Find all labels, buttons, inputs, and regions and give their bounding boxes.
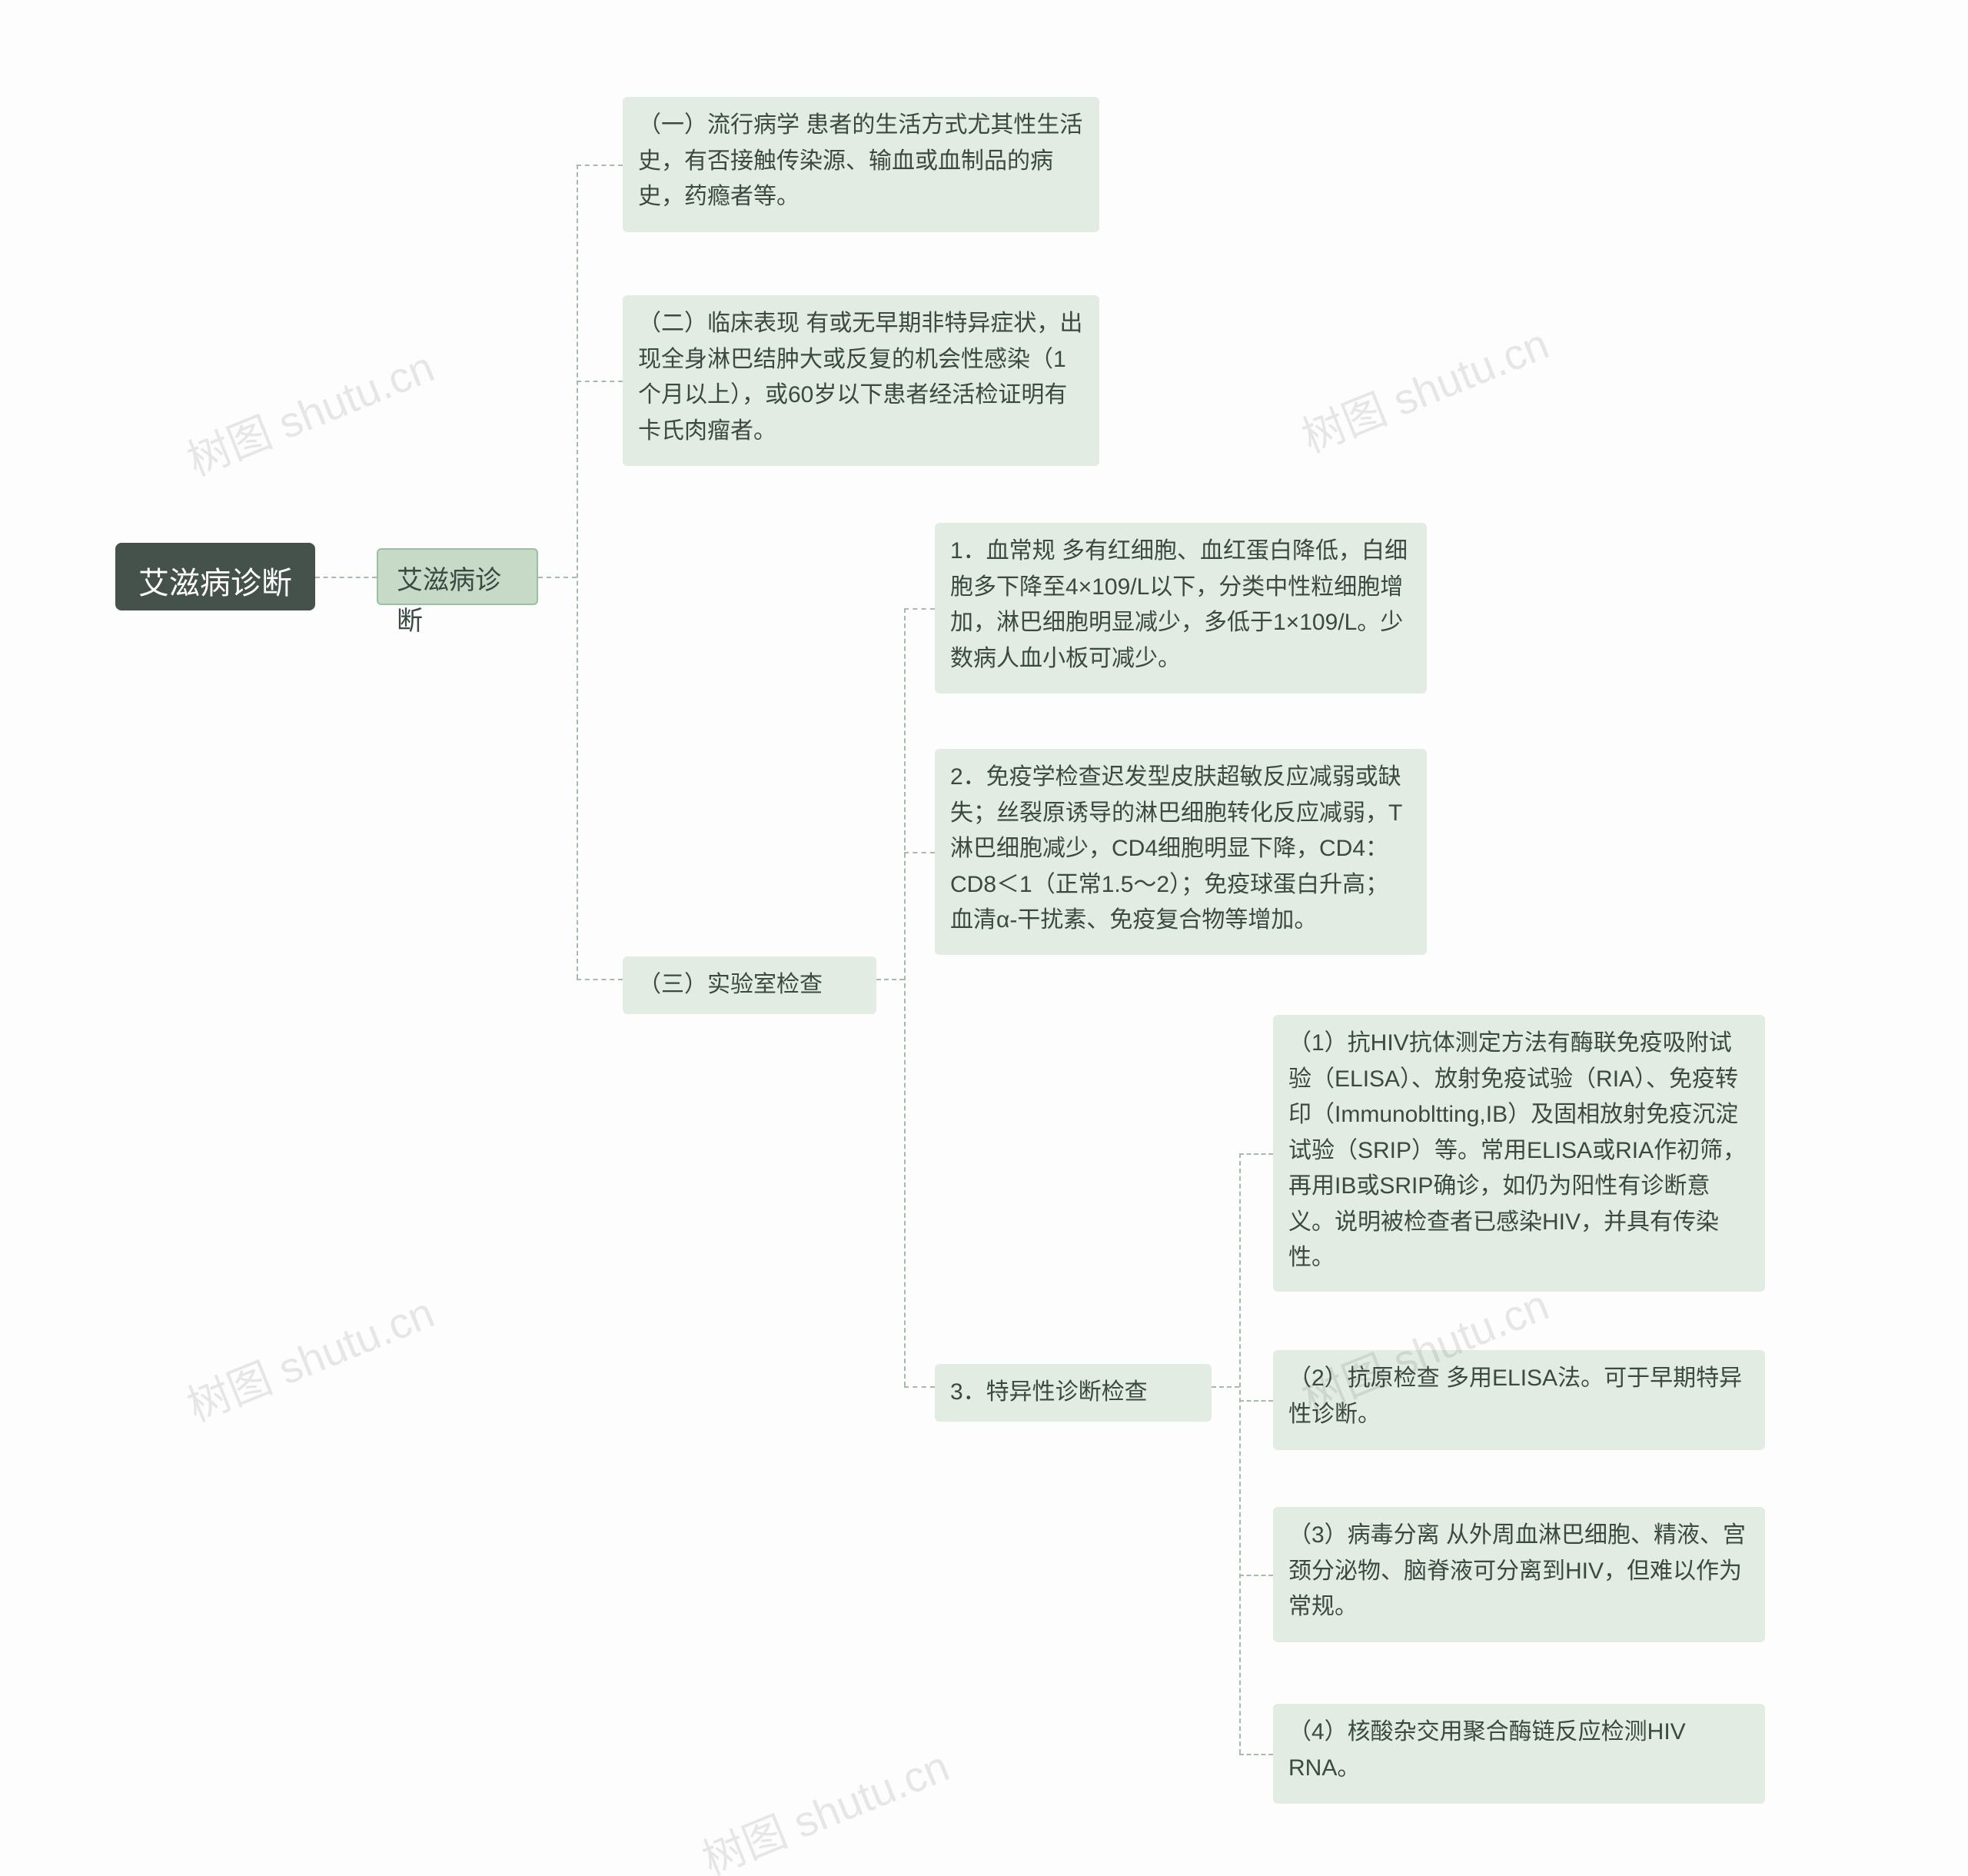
tree-node: （3）病毒分离 从外周血淋巴细胞、精液、宫颈分泌物、脑脊液可分离到HIV，但难以… (1273, 1507, 1765, 1642)
connector-h (577, 165, 623, 166)
connector-v (904, 608, 906, 1386)
connector-h (577, 979, 623, 980)
connector-h (904, 1386, 935, 1388)
connector-h (876, 979, 904, 980)
tree-node: （4）核酸杂交用聚合酶链反应检测HIV RNA。 (1273, 1704, 1765, 1804)
connector-v (577, 165, 578, 979)
tree-node: （二）临床表现 有或无早期非特异症状，出现全身淋巴结肿大或反复的机会性感染（1个… (623, 295, 1099, 466)
connector-h (1239, 1754, 1273, 1755)
tree-node: （2）抗原检查 多用ELISA法。可于早期特异性诊断。 (1273, 1350, 1765, 1450)
connector-v (1239, 1153, 1241, 1754)
tree-node: （1）抗HIV抗体测定方法有酶联免疫吸附试验（ELISA）、放射免疫试验（RIA… (1273, 1015, 1765, 1292)
connector-h (538, 577, 577, 578)
connector-h (1239, 1153, 1273, 1155)
watermark: 树图 shutu.cn (692, 1732, 957, 1876)
tree-node: 3．特异性诊断检查 (935, 1364, 1212, 1422)
watermark: 树图 shutu.cn (177, 333, 442, 488)
watermark: 树图 shutu.cn (1292, 310, 1557, 465)
root-node: 艾滋病诊断 (115, 543, 315, 610)
level1-node: 艾滋病诊断 (377, 548, 538, 605)
tree-node: （三）实验室检查 (623, 956, 876, 1014)
mindmap-canvas: 艾滋病诊断 艾滋病诊断 （一）流行病学 患者的生活方式尤其性生活史，有否接触传染源、… (0, 0, 1968, 1876)
tree-node: 2．免疫学检查迟发型皮肤超敏反应减弱或缺失；丝裂原诱导的淋巴细胞转化反应减弱，T… (935, 749, 1427, 955)
connector-h (904, 852, 935, 853)
connector-h (1239, 1400, 1273, 1402)
connector-h (577, 381, 623, 382)
connector-h (1239, 1575, 1273, 1576)
connector-h (1212, 1386, 1239, 1388)
tree-node: （一）流行病学 患者的生活方式尤其性生活史，有否接触传染源、输血或血制品的病史，… (623, 97, 1099, 232)
tree-node: 1．血常规 多有红细胞、血红蛋白降低，白细胞多下降至4×109/L以下，分类中性… (935, 523, 1427, 694)
watermark: 树图 shutu.cn (177, 1279, 442, 1434)
connector-h (315, 577, 377, 578)
connector-h (904, 608, 935, 610)
